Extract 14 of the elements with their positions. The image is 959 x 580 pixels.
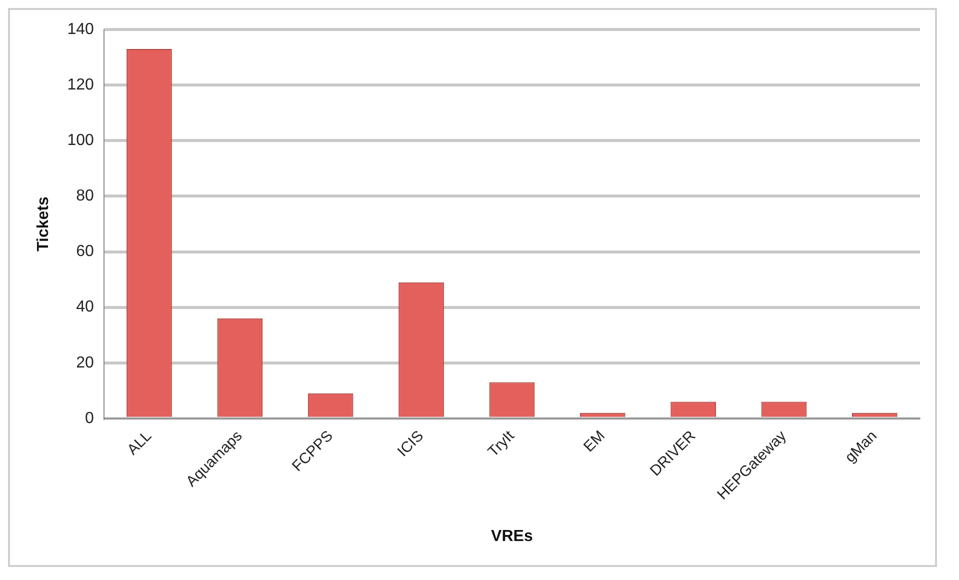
x-tick-label: EM <box>580 428 608 456</box>
y-tick-label: 120 <box>67 76 94 94</box>
y-tick-label: 40 <box>76 298 94 316</box>
y-tick-label: 20 <box>76 354 94 372</box>
y-tick-label: 140 <box>67 21 94 38</box>
y-tick-label: 60 <box>76 243 94 260</box>
y-tick-label: 0 <box>84 410 94 427</box>
x-tick-label: ICIS <box>394 428 428 460</box>
y-tick-label: 80 <box>76 188 94 205</box>
x-axis-title: VREs <box>491 528 533 545</box>
y-axis-title: Tickets <box>35 196 52 252</box>
y-tick-label: 100 <box>67 132 94 150</box>
x-tick-label: ALL <box>124 428 155 458</box>
x-tick-label: TryIt <box>484 426 518 460</box>
